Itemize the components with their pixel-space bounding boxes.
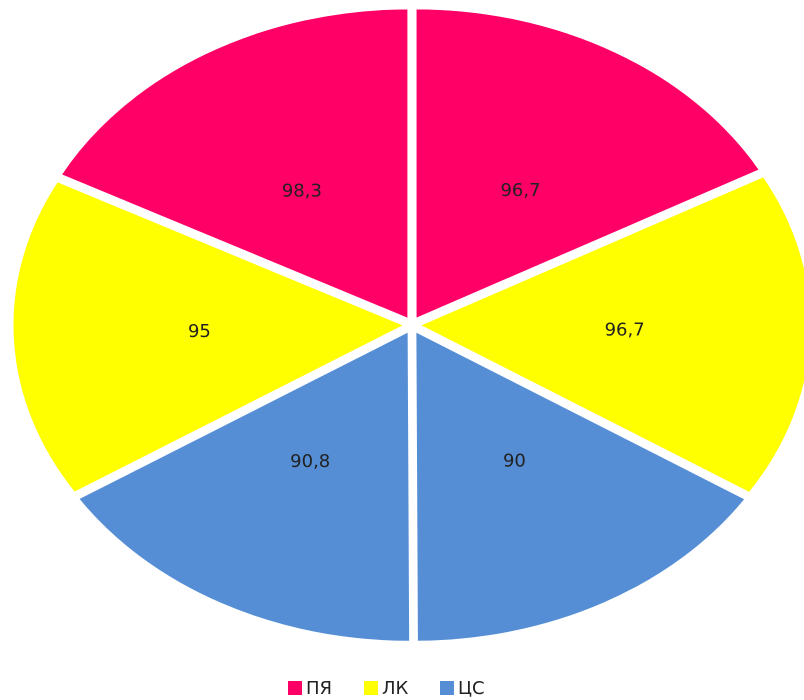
data-label: 90,8 — [290, 451, 330, 472]
data-label: 95 — [188, 321, 211, 342]
pie-slice — [413, 6, 764, 323]
pie-slice — [414, 173, 804, 496]
pie-slice — [413, 327, 749, 644]
pie-slice — [57, 6, 411, 323]
legend-swatch — [288, 681, 302, 695]
legend-swatch — [364, 681, 378, 695]
legend-swatch — [440, 681, 454, 695]
data-label: 90 — [503, 451, 526, 472]
pie-slice — [10, 178, 410, 496]
data-label: 96,7 — [605, 319, 645, 340]
legend-label: ЛК — [382, 678, 409, 699]
pie-slice — [74, 327, 413, 644]
legend-label: ЦС — [458, 678, 485, 699]
data-label: 96,7 — [500, 180, 540, 201]
data-label: 98,3 — [282, 181, 322, 202]
legend-label: ПЯ — [306, 678, 332, 699]
